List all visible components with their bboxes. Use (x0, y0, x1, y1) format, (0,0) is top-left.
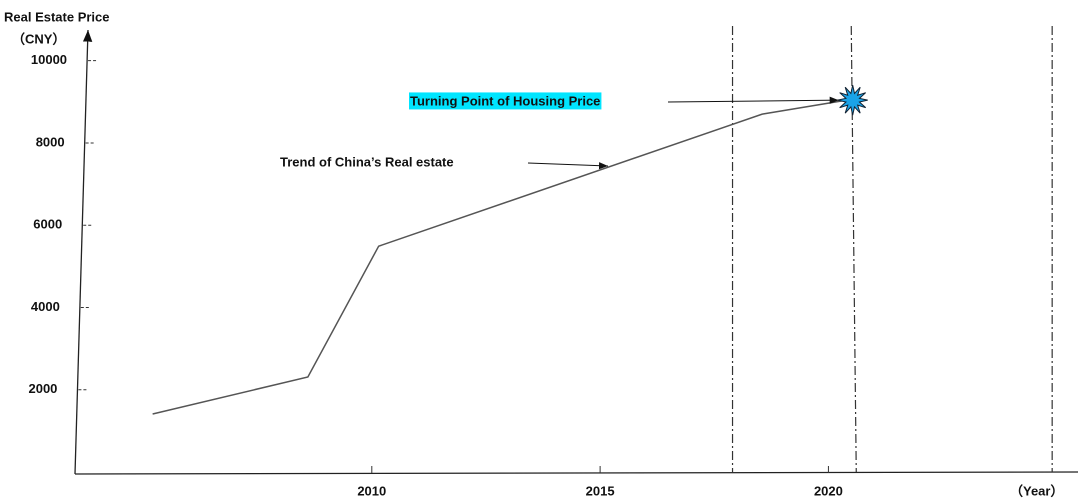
annotation: Trend of China’s Real estate (280, 154, 454, 169)
annotation-arrow (667, 96, 839, 104)
annotation: Turning Point of Housing Price (410, 93, 600, 108)
x-axis (74, 471, 1079, 475)
y-tick-label: 2000 (28, 381, 57, 396)
y-tick-label: 6000 (33, 217, 62, 232)
y-axis-unit: （CNY） (12, 31, 65, 46)
series-line (152, 99, 847, 415)
annotation-arrow (527, 162, 609, 170)
x-tick-label: 2015 (586, 483, 615, 498)
turning-point-star (837, 85, 868, 116)
x-tick-label: 2010 (357, 483, 386, 498)
y-tick-label: 10000 (31, 52, 67, 67)
x-tick-label: 2020 (814, 483, 843, 498)
highlight (409, 92, 602, 110)
y-axis-label: Real Estate Price (4, 9, 110, 24)
x-axis-label: （Year） (1010, 483, 1063, 498)
y-axis (74, 29, 93, 475)
y-tick-label: 8000 (36, 134, 65, 149)
y-tick-label: 4000 (31, 299, 60, 314)
